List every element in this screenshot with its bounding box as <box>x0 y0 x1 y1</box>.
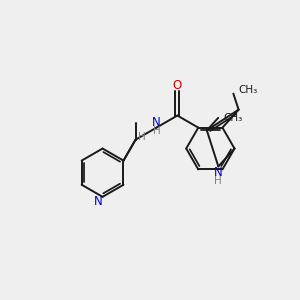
Text: H: H <box>214 176 222 186</box>
Text: N: N <box>94 195 103 208</box>
Text: O: O <box>173 79 182 92</box>
Text: CH₃: CH₃ <box>224 113 243 123</box>
Text: H: H <box>138 132 146 142</box>
Text: N: N <box>214 167 223 179</box>
Text: H: H <box>153 126 160 136</box>
Text: CH₃: CH₃ <box>239 85 258 95</box>
Text: N: N <box>152 116 161 129</box>
